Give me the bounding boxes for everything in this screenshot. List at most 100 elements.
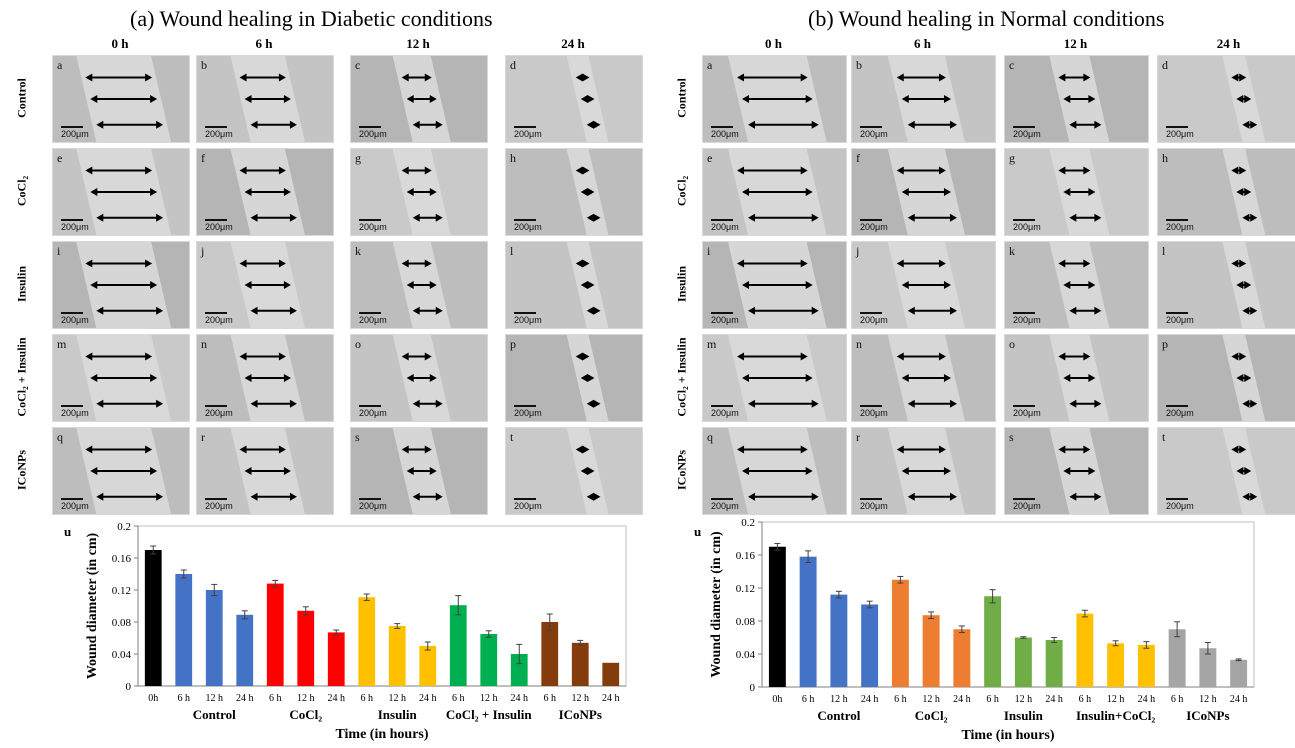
scale-bar-label: 200μm: [205, 219, 233, 232]
bar-4: [266, 583, 284, 686]
tile-letter: e: [707, 151, 713, 165]
wound-gap-drawing: [1049, 149, 1110, 235]
micrograph-tile: s 200μm: [1004, 427, 1149, 515]
bar-5: [297, 610, 315, 686]
bar-9: [419, 646, 437, 686]
micrograph-tile: l 200μm: [1157, 241, 1295, 329]
bar-14: [571, 642, 589, 686]
chart-svg-diabetic: 0 0.04 0.08 0.12 0.16 0.2 Wound diameter (in c…: [85, 521, 627, 742]
micrograph-tile: p 200μm: [1157, 334, 1295, 422]
scale-bar-label: 200μm: [711, 405, 739, 418]
tile-letter: h: [1162, 151, 1168, 165]
tile-letter: d: [1162, 58, 1168, 72]
bar-11: [480, 634, 498, 686]
tile-letter: j: [201, 244, 205, 258]
x-tick-label: 6 h: [1079, 694, 1092, 705]
group-label: Insulin+CoCl₂: [1076, 708, 1155, 723]
wound-gap-drawing: [230, 149, 305, 235]
x-tick-label: 12 h: [922, 694, 940, 705]
micrograph-tile: o 200μm: [350, 334, 488, 422]
time-header-3: 24 h: [1216, 36, 1241, 51]
y-axis-label: Wound diameter (in cm): [709, 531, 724, 678]
scale-bar-label: 200μm: [1166, 312, 1194, 325]
wound-gap-drawing: [1222, 428, 1266, 514]
bar-13: [541, 622, 559, 686]
x-tick-label: 24 h: [861, 694, 879, 705]
panel-b-title: (b) Wound healing in Normal conditions: [808, 6, 1165, 31]
y-tick-label: 0.12: [736, 583, 755, 595]
wound-gap-drawing: [566, 56, 609, 142]
treatment-row-label-2: Insulin: [674, 265, 689, 303]
bar-5: [922, 615, 940, 687]
tile-letter: q: [57, 430, 63, 444]
treatment-row-label-4: ICoNPs: [14, 449, 29, 491]
wound-gap-drawing: [887, 242, 965, 328]
scale-bar-label: 200μm: [61, 498, 89, 511]
scale-bar-label: 200μm: [514, 312, 542, 325]
treatment-row-label-4: ICoNPs: [674, 449, 689, 491]
bar-7: [984, 596, 1002, 687]
bar-15: [602, 662, 620, 686]
time-header-0: 0 h: [111, 36, 129, 51]
scale-bar-label: 200μm: [61, 219, 89, 232]
x-tick-label: 24 h: [1045, 694, 1063, 705]
tile-letter: s: [355, 430, 360, 444]
tile-letter: l: [510, 244, 514, 258]
wound-gap-drawing: [1049, 242, 1110, 328]
scale-bar-label: 200μm: [359, 312, 387, 325]
micrograph-tile: t 200μm: [505, 427, 643, 515]
micrograph-tile: e 200μm: [702, 148, 847, 236]
wound-gap-drawing: [1049, 335, 1110, 421]
scale-bar-label: 200μm: [205, 126, 233, 139]
bar-14: [1199, 648, 1217, 687]
micrograph-tile: j 200μm: [851, 241, 996, 329]
bar-13: [1168, 629, 1186, 687]
wound-gap-drawing: [1222, 242, 1266, 328]
wound-gap-drawing: [887, 428, 965, 514]
wound-gap-drawing: [76, 149, 172, 235]
wound-gap-drawing: [1049, 428, 1110, 514]
x-tick-label: 6 h: [178, 693, 191, 704]
micrograph-tile: i 200μm: [702, 241, 847, 329]
micrograph-tile: k 200μm: [1004, 241, 1149, 329]
y-tick-label: 0.08: [736, 616, 756, 628]
micrograph-tile: k 200μm: [350, 241, 488, 329]
wound-gap-drawing: [728, 242, 827, 328]
micrograph-tile: g 200μm: [1004, 148, 1149, 236]
micrograph-tile: o 200μm: [1004, 334, 1149, 422]
scale-bar-label: 200μm: [860, 219, 888, 232]
group-label: ICoNPs: [1186, 708, 1229, 723]
group-label: Insulin: [378, 707, 418, 722]
scale-bar-label: 200μm: [1166, 405, 1194, 418]
wound-gap-drawing: [76, 428, 172, 514]
wound-gap-drawing: [887, 149, 965, 235]
wound-gap-drawing: [566, 149, 609, 235]
y-tick-label: 0.04: [112, 649, 132, 661]
micrograph-tile: h 200μm: [1157, 148, 1295, 236]
chart-b-letter: u: [694, 524, 702, 539]
tile-letter: h: [510, 151, 516, 165]
chart-a-letter: u: [64, 524, 72, 539]
chart-svg-normal: 0 0.04 0.08 0.12 0.16 0.2 Wound diameter (in c…: [709, 517, 1255, 743]
wound-gap-drawing: [728, 56, 827, 142]
scale-bar-label: 200μm: [1166, 219, 1194, 232]
scale-bar-label: 200μm: [1166, 498, 1194, 511]
bar-3: [861, 604, 879, 687]
tile-letter: p: [510, 337, 516, 351]
bar-1: [175, 574, 193, 686]
scale-bar-label: 200μm: [359, 219, 387, 232]
treatment-row-label-0: Control: [674, 78, 689, 118]
micrograph-tile: s 200μm: [350, 427, 488, 515]
tile-letter: s: [1009, 430, 1014, 444]
tile-letter: t: [1162, 430, 1166, 444]
tile-letter: n: [201, 337, 207, 351]
time-header-2: 12 h: [406, 36, 430, 51]
micrograph-tile: a 200μm: [52, 55, 190, 143]
micrograph-tile: r 200μm: [851, 427, 996, 515]
treatment-row-label-1: CoCl₂: [14, 175, 29, 207]
bar-2: [205, 590, 223, 686]
x-tick-label: 6 h: [894, 694, 907, 705]
bar-12: [1137, 644, 1155, 687]
wound-gap-drawing: [76, 242, 172, 328]
x-tick-label: 0h: [772, 694, 782, 705]
